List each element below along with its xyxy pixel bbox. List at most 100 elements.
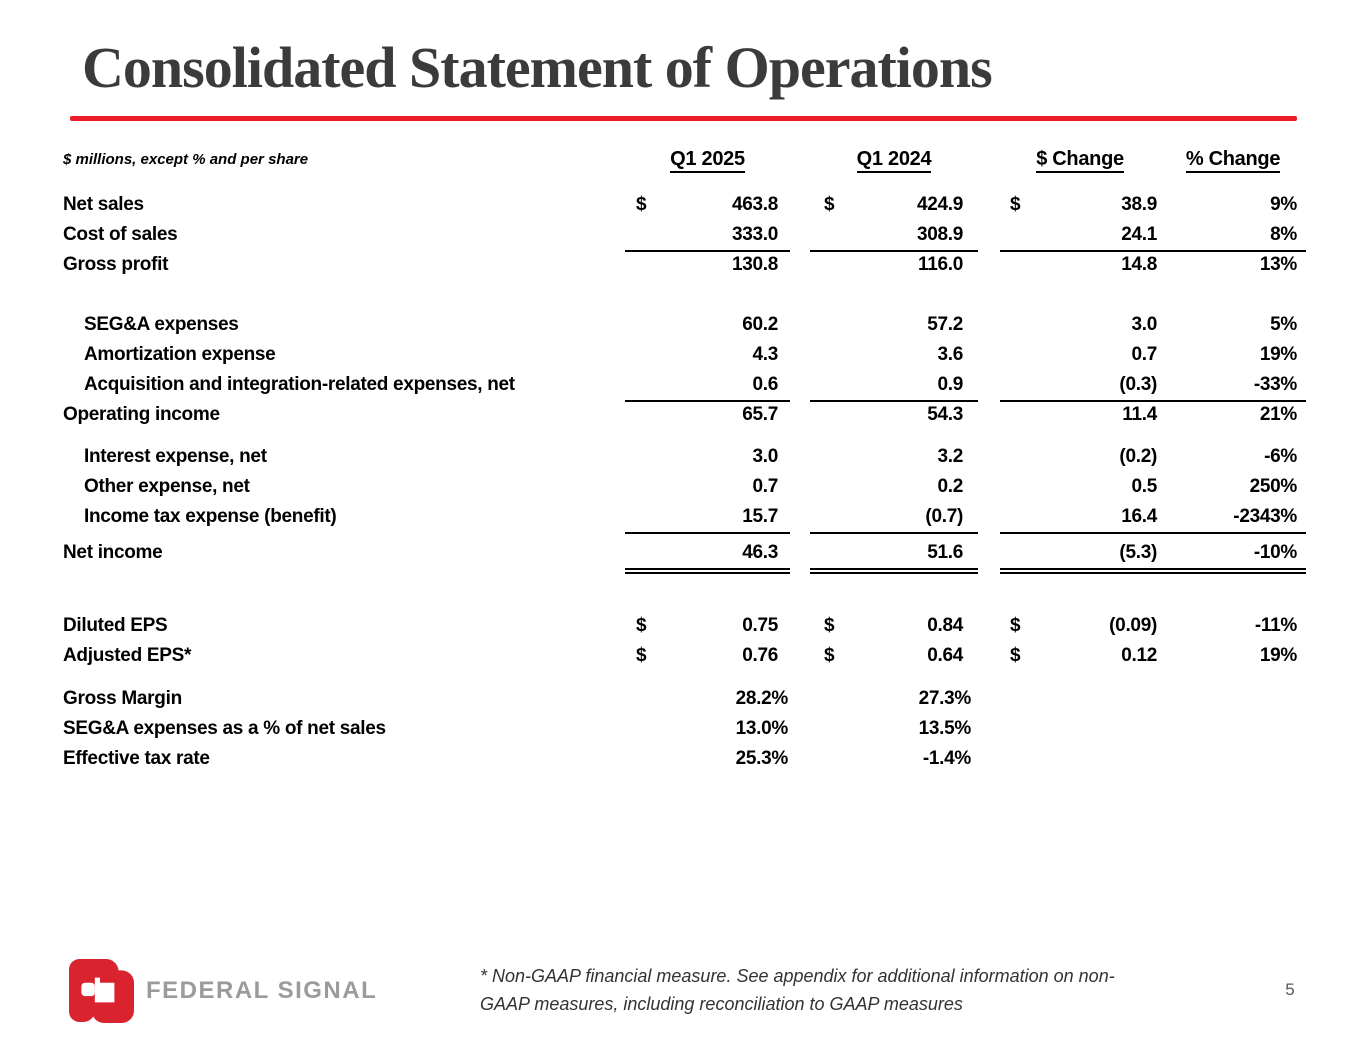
cell-change-group: $ (0.09) -11% [1000, 611, 1306, 641]
cell-q1-2025: 3.0 [625, 442, 790, 472]
value-percent-change: -33% [1253, 374, 1297, 395]
cell-q1-2025: $ 463.8 [625, 190, 790, 220]
value-q1-2025: 0.6 [752, 374, 778, 395]
value-q1-2024: 0.2 [937, 476, 963, 497]
value-q1-2024: (0.7) [925, 506, 963, 527]
cell-dollar-change: (0.3) [1000, 370, 1160, 400]
table-header-row: $ millions, except % and per share Q1 20… [63, 144, 1306, 174]
cell-dollar-change: $ 0.12 [1000, 641, 1160, 671]
table-row: Net sales $ 463.8 $ 424.9 $ 38.9 9% [63, 190, 1306, 220]
footnote-line-1: * Non-GAAP financial measure. See append… [480, 966, 1115, 986]
value-dollar-change: 3.0 [1131, 314, 1157, 335]
value-q1-2024: 13.5% [918, 718, 972, 739]
currency-symbol: $ [636, 615, 647, 636]
value-percent-change: 13% [1259, 254, 1297, 275]
column-header-change-group: $ Change % Change [1000, 144, 1306, 174]
value-q1-2024: 54.3 [927, 404, 963, 425]
row-label: Income tax expense (benefit) [84, 506, 337, 527]
currency-symbol: $ [1010, 645, 1021, 666]
cell-change-group: (5.3) -10% [1000, 538, 1306, 574]
cell-dollar-change [1000, 684, 1160, 714]
table-row: Diluted EPS $ 0.75 $ 0.84 $ (0.09) -11% [63, 611, 1306, 641]
value-q1-2025: 3.0 [752, 446, 778, 467]
value-dollar-change: (0.2) [1119, 446, 1157, 467]
value-percent-change: 5% [1270, 314, 1297, 335]
cell-dollar-change: (5.3) [1000, 538, 1160, 568]
cell-q1-2025: 60.2 [625, 310, 790, 340]
value-q1-2025: 15.7 [742, 506, 778, 527]
value-dollar-change: 16.4 [1121, 506, 1157, 527]
value-q1-2024: 3.6 [937, 344, 963, 365]
non-gaap-footnote: * Non-GAAP financial measure. See append… [480, 962, 1180, 1018]
value-percent-change [1160, 744, 1306, 774]
value-percent-change [1160, 714, 1306, 744]
value-q1-2025: 333.0 [731, 224, 778, 245]
value-percent-change: -6% [1264, 446, 1297, 467]
cell-q1-2024: 27.3% [810, 684, 978, 714]
currency-symbol: $ [824, 645, 835, 666]
value-q1-2025: 65.7 [742, 404, 778, 425]
title-accent-rule [70, 116, 1297, 121]
row-label: Other expense, net [84, 476, 250, 497]
cell-q1-2025: 0.7 [625, 472, 790, 502]
cell-change-group [1000, 714, 1306, 744]
cell-q1-2024: -1.4% [810, 744, 978, 774]
value-q1-2024: 424.9 [916, 194, 963, 215]
table-row: Gross profit 130.8 116.0 14.8 13% [63, 250, 1306, 280]
value-q1-2024: -1.4% [922, 748, 971, 769]
currency-symbol: $ [824, 615, 835, 636]
value-q1-2025: 60.2 [742, 314, 778, 335]
cell-q1-2024: $ 0.64 [810, 641, 978, 671]
value-q1-2024: 57.2 [927, 314, 963, 335]
cell-change-group: 24.1 8% [1000, 220, 1306, 252]
federal-signal-logo-icon [69, 959, 134, 1023]
table-rows: Net sales $ 463.8 $ 424.9 $ 38.9 9% Cost… [63, 190, 1306, 774]
value-q1-2025: 0.75 [742, 615, 778, 636]
cell-q1-2024: 51.6 [810, 538, 978, 574]
cell-change-group: 0.5 250% [1000, 472, 1306, 502]
cell-q1-2024: 3.2 [810, 442, 978, 472]
cell-dollar-change: 16.4 [1000, 502, 1160, 532]
table-row: SEG&A expenses 60.2 57.2 3.0 5% [63, 310, 1306, 340]
row-label: Adjusted EPS* [63, 645, 192, 666]
row-label: Net income [63, 542, 163, 563]
value-q1-2024: 0.64 [927, 645, 963, 666]
cell-q1-2024: 13.5% [810, 714, 978, 744]
value-q1-2024: 308.9 [916, 224, 963, 245]
row-label: Net sales [63, 194, 144, 215]
cell-dollar-change: 0.7 [1000, 340, 1160, 370]
value-dollar-change: 38.9 [1121, 194, 1157, 215]
row-label: Operating income [63, 404, 220, 425]
currency-symbol: $ [636, 194, 647, 215]
value-q1-2025: 13.0% [735, 718, 789, 739]
table-row: SEG&A expenses as a % of net sales 13.0%… [63, 714, 1306, 744]
cell-change-group [1000, 684, 1306, 714]
currency-symbol: $ [1010, 615, 1021, 636]
cell-q1-2025: $ 0.75 [625, 611, 790, 641]
row-label: Acquisition and integration-related expe… [84, 374, 515, 395]
column-header-percent-change: % Change [1160, 144, 1306, 174]
cell-q1-2024: 0.2 [810, 472, 978, 502]
cell-change-group [1000, 744, 1306, 774]
value-q1-2024: 27.3% [918, 688, 972, 709]
table-row: Acquisition and integration-related expe… [63, 370, 1306, 402]
table-row: Income tax expense (benefit) 15.7 (0.7) … [63, 502, 1306, 534]
table-row: Adjusted EPS* $ 0.76 $ 0.64 $ 0.12 19% [63, 641, 1306, 671]
value-percent-change: 8% [1270, 224, 1297, 245]
table-row: Interest expense, net 3.0 3.2 (0.2) -6% [63, 442, 1306, 472]
value-q1-2024: 51.6 [927, 542, 963, 563]
value-q1-2025: 28.2% [735, 688, 789, 709]
cell-q1-2024: 57.2 [810, 310, 978, 340]
currency-symbol: $ [636, 645, 647, 666]
cell-change-group: (0.2) -6% [1000, 442, 1306, 472]
row-label: Gross Margin [63, 688, 182, 709]
value-q1-2025: 0.76 [742, 645, 778, 666]
table-row: Cost of sales 333.0 308.9 24.1 8% [63, 220, 1306, 252]
column-header-dollar-change: $ Change [1000, 144, 1160, 174]
cell-q1-2024: $ 0.84 [810, 611, 978, 641]
cell-q1-2025: 15.7 [625, 502, 790, 534]
cell-q1-2025: 4.3 [625, 340, 790, 370]
value-dollar-change: (0.3) [1119, 374, 1157, 395]
table-row: Net income 46.3 51.6 (5.3) -10% [63, 538, 1306, 574]
row-label: Gross profit [63, 254, 169, 275]
